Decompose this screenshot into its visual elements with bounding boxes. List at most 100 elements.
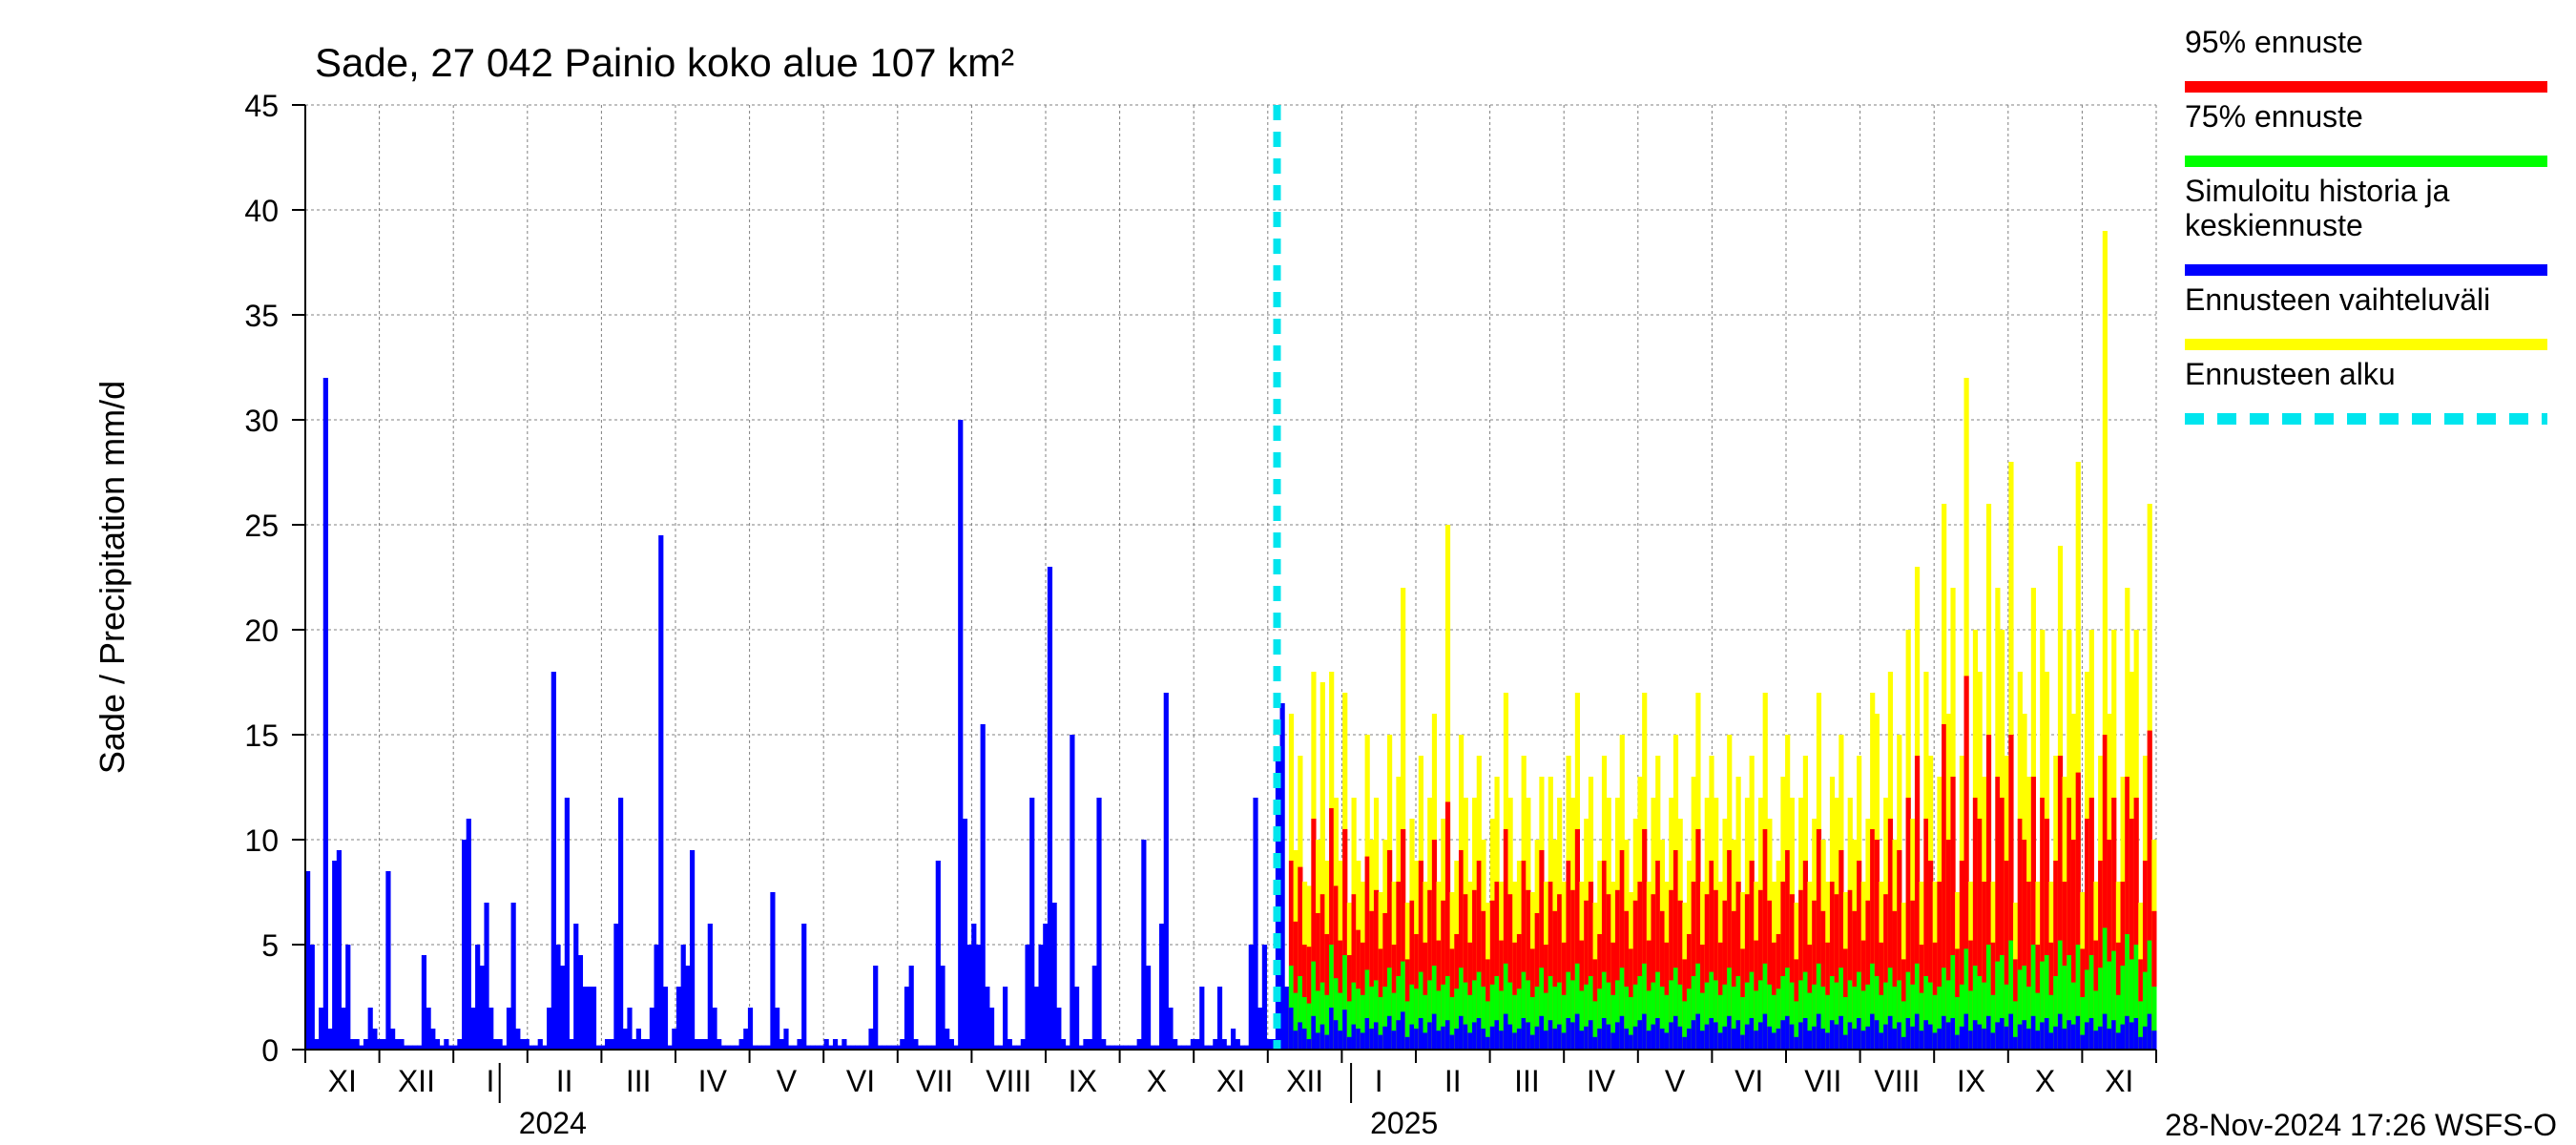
forecast-median-bar xyxy=(1307,1039,1312,1050)
y-tick-label: 35 xyxy=(244,299,279,333)
forecast-median-bar xyxy=(1642,1014,1647,1050)
forecast-median-bar xyxy=(1740,1035,1745,1050)
forecast-median-bar xyxy=(1915,1014,1920,1050)
forecast-median-bar xyxy=(1454,1029,1459,1050)
forecast-median-bar xyxy=(2080,1035,2085,1050)
history-bar xyxy=(560,966,565,1050)
forecast-median-bar xyxy=(1342,1010,1347,1050)
history-bar xyxy=(605,1039,610,1050)
history-bar xyxy=(1284,987,1289,1050)
history-bar xyxy=(435,1039,440,1050)
forecast-median-bar xyxy=(1624,1029,1629,1050)
history-bar xyxy=(618,798,623,1050)
forecast-median-bar xyxy=(1535,1027,1540,1050)
history-bar xyxy=(569,1039,573,1050)
forecast-median-bar xyxy=(1615,1022,1620,1050)
forecast-median-bar xyxy=(2093,1030,2098,1050)
history-bar xyxy=(739,1039,744,1050)
forecast-median-bar xyxy=(1387,1016,1392,1050)
history-bar xyxy=(770,892,775,1050)
forecast-median-bar xyxy=(2151,1030,2156,1050)
history-bar xyxy=(1191,1039,1195,1050)
history-bar xyxy=(681,945,686,1050)
history-bar xyxy=(457,1039,462,1050)
history-bar xyxy=(703,1039,708,1050)
forecast-median-bar xyxy=(2045,1018,2049,1050)
history-bar xyxy=(350,1039,355,1050)
history-bar xyxy=(515,1029,520,1050)
history-bar xyxy=(797,1039,801,1050)
forecast-median-bar xyxy=(1467,1032,1472,1050)
history-bar xyxy=(985,987,989,1050)
forecast-median-bar xyxy=(1843,1035,1848,1050)
forecast-median-bar xyxy=(1875,1020,1880,1050)
history-bar xyxy=(1003,987,1008,1050)
history-bar xyxy=(663,987,668,1050)
forecast-median-bar xyxy=(1870,1014,1875,1050)
forecast-median-bar xyxy=(1655,1018,1660,1050)
forecast-median-bar xyxy=(1361,1032,1365,1050)
history-bar xyxy=(1101,1039,1106,1050)
history-bar xyxy=(958,420,963,1050)
y-tick-label: 40 xyxy=(244,194,279,228)
history-bar xyxy=(538,1039,543,1050)
forecast-median-bar xyxy=(1763,1014,1768,1050)
forecast-median-bar xyxy=(1955,1035,1960,1050)
history-bar xyxy=(779,1039,784,1050)
forecast-median-bar xyxy=(1437,1030,1442,1050)
forecast-median-bar xyxy=(1776,1029,1781,1050)
forecast-median-bar xyxy=(1946,1022,1951,1050)
forecast-median-bar xyxy=(2026,1029,2031,1050)
history-bar xyxy=(484,903,488,1050)
month-label: XI xyxy=(2105,1064,2133,1098)
history-bar xyxy=(1231,1029,1236,1050)
forecast-median-bar xyxy=(1821,1029,1826,1050)
history-bar xyxy=(748,1008,753,1050)
history-bar xyxy=(623,1029,628,1050)
history-bar xyxy=(399,1039,404,1050)
forecast-median-bar xyxy=(1512,1032,1517,1050)
history-bar xyxy=(650,1008,654,1050)
history-bar xyxy=(913,1039,918,1050)
history-bar xyxy=(1070,735,1074,1050)
history-bar xyxy=(708,924,713,1050)
y-tick-label: 30 xyxy=(244,404,279,438)
forecast-median-bar xyxy=(1392,1030,1397,1050)
month-label: XI xyxy=(328,1064,357,1098)
forecast-median-bar xyxy=(1665,1032,1670,1050)
month-label: II xyxy=(556,1064,573,1098)
forecast-median-bar xyxy=(1539,1016,1544,1050)
chart-svg: 051015202530354045XIXIIIIIIIIIVVVIVIIVII… xyxy=(0,0,2576,1145)
forecast-median-bar xyxy=(2058,1014,2063,1050)
forecast-median-bar xyxy=(1602,1018,1607,1050)
forecast-median-bar xyxy=(2018,1025,2023,1050)
y-tick-label: 5 xyxy=(261,928,279,963)
forecast-median-bar xyxy=(1441,1027,1445,1050)
legend-label: 75% ennuste xyxy=(2185,99,2363,134)
history-bar xyxy=(368,1008,373,1050)
forecast-median-bar xyxy=(1718,1032,1723,1050)
forecast-median-bar xyxy=(1566,1018,1570,1050)
forecast-median-bar xyxy=(1687,1029,1692,1050)
history-bar xyxy=(627,1008,632,1050)
history-bar xyxy=(672,1029,676,1050)
history-bar xyxy=(314,1039,319,1050)
history-bar xyxy=(873,966,878,1050)
forecast-median-bar xyxy=(1481,1029,1485,1050)
history-bar xyxy=(900,1039,904,1050)
forecast-median-bar xyxy=(2143,1027,2148,1050)
history-bar xyxy=(565,798,570,1050)
forecast-median-bar xyxy=(1459,1016,1464,1050)
forecast-median-bar xyxy=(1316,1032,1320,1050)
forecast-median-bar xyxy=(2103,1014,2108,1050)
forecast-median-bar xyxy=(1695,1014,1700,1050)
history-bar xyxy=(1168,1008,1173,1050)
forecast-median-bar xyxy=(1937,1029,1942,1050)
forecast-median-bar xyxy=(1727,1016,1732,1050)
forecast-median-bar xyxy=(2022,1020,2026,1050)
history-bar xyxy=(636,1029,641,1050)
forecast-median-bar xyxy=(1530,1035,1535,1050)
forecast-median-bar xyxy=(1409,1025,1414,1050)
forecast-median-bar xyxy=(1964,1014,1969,1050)
history-bar xyxy=(497,1039,502,1050)
